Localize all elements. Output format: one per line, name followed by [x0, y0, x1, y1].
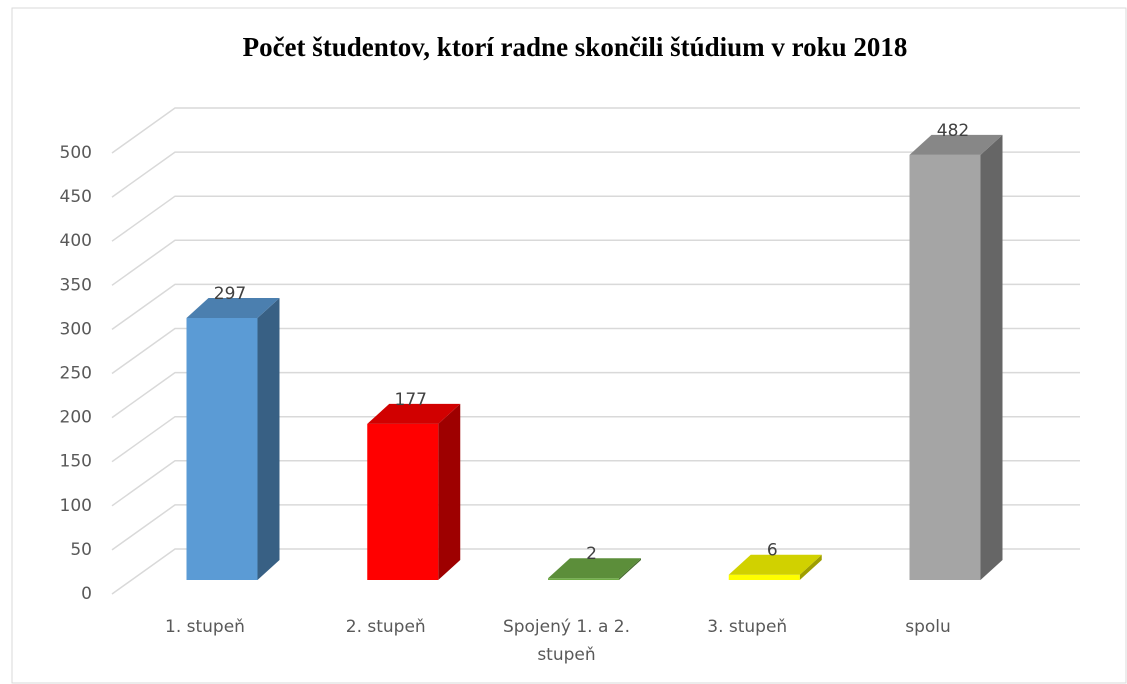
grid-line [111, 504, 1080, 551]
y-tick-label: 50 [70, 540, 92, 560]
bar-top [367, 403, 461, 424]
bar-top [909, 134, 1003, 155]
x-tick-label: Spojený 1. a 2. stupeň [502, 617, 631, 665]
bar [367, 403, 461, 580]
value-label: 297 [214, 284, 246, 304]
bar-front [909, 154, 981, 580]
x-tick-label: 3. stupeň [707, 617, 788, 637]
grid-line [111, 283, 1080, 331]
y-tick-label: 300 [60, 319, 92, 339]
grid-line [111, 548, 1080, 595]
y-tick-label: 400 [60, 231, 92, 251]
y-tick-label: 500 [60, 143, 92, 163]
grid-line [111, 415, 1080, 463]
grid-line [111, 371, 1080, 419]
bar-front [186, 318, 258, 580]
x-tick-label: 2. stupeň [345, 617, 426, 637]
bar [186, 298, 280, 580]
value-label: 6 [767, 541, 778, 561]
bar [909, 134, 1003, 580]
x-tick-label: spolu [905, 617, 951, 637]
y-tick-label: 450 [60, 187, 92, 207]
bar-side [619, 558, 641, 580]
grid-line [111, 460, 1080, 507]
y-tick-label: 100 [60, 496, 92, 516]
y-tick-label: 250 [60, 364, 92, 384]
bar [548, 558, 641, 580]
x-tick-label: 1. stupeň [165, 617, 245, 637]
bar-front [728, 574, 800, 580]
bar-side [799, 554, 822, 580]
y-tick-label: 0 [81, 584, 92, 604]
grid-line [111, 107, 1080, 154]
bar [728, 554, 822, 580]
bar-side [980, 134, 1003, 580]
chart-title: Počet študentov, ktorí radne skončili št… [243, 32, 908, 62]
grid-line [111, 239, 1080, 286]
y-tick-label: 150 [60, 452, 92, 472]
bar-top [548, 558, 641, 579]
y-tick-label: 200 [60, 408, 92, 428]
bar-front [367, 423, 439, 580]
value-label: 177 [395, 390, 427, 410]
bar-top [728, 554, 822, 575]
grid-line [111, 327, 1080, 375]
y-tick-label: 350 [60, 275, 92, 295]
grid-line [111, 195, 1080, 242]
value-label: 482 [937, 121, 969, 141]
bar-top [186, 298, 280, 319]
value-label: 2 [586, 544, 597, 564]
grid-line [111, 151, 1080, 198]
bar-side [438, 403, 461, 580]
bar-side [257, 298, 280, 580]
bar-front [548, 578, 619, 580]
